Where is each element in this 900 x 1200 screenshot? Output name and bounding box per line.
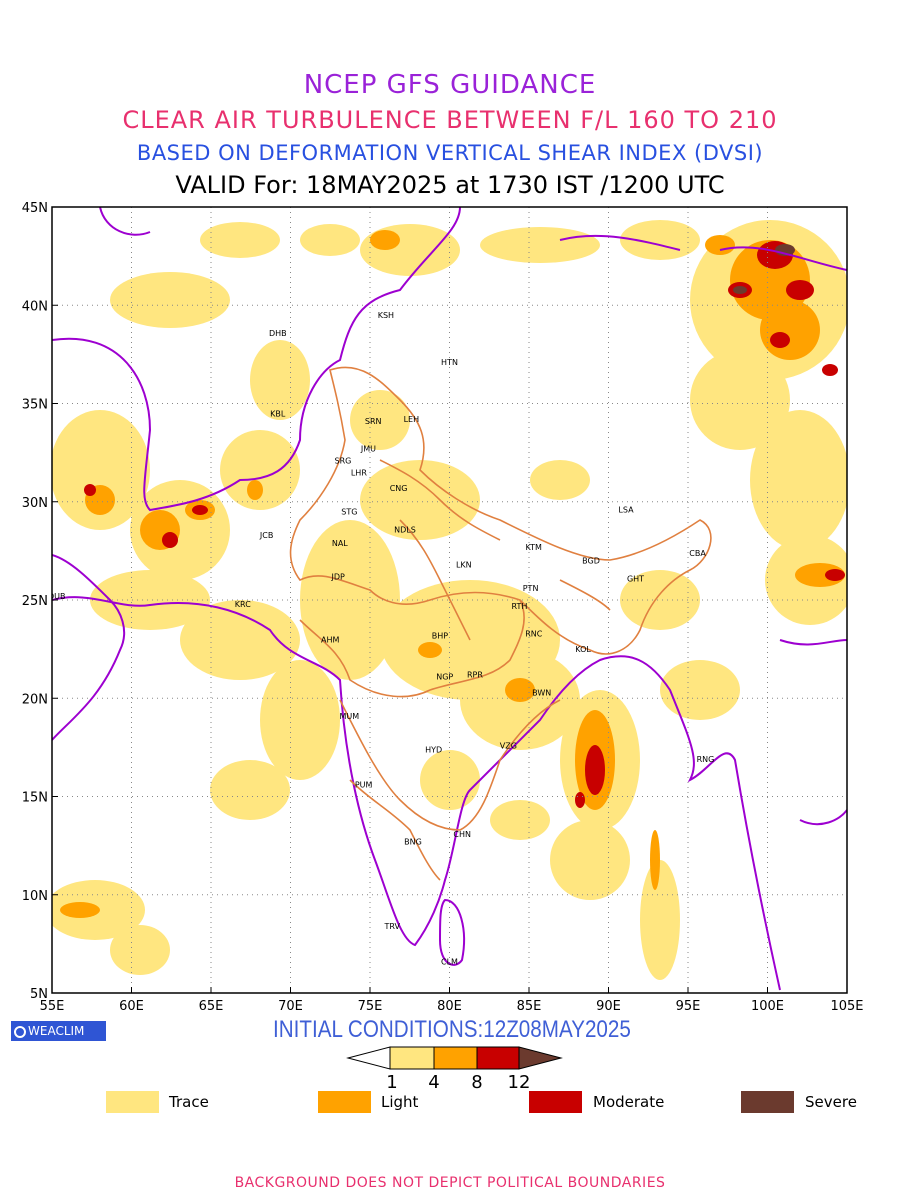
product-subtitle: CLEAR AIR TURBULENCE BETWEEN F/L 160 TO … [122,106,778,134]
station-label-vzg: VZG [500,741,517,750]
lat-tick-label: 5N [30,987,48,1002]
colorbar-tick: 1 [386,1072,397,1093]
station-label-ktm: KTM [526,543,543,552]
station-label-jcb: JCB [259,531,273,540]
station-label-srg: SRG [335,456,352,465]
station-label-bhp: BHP [432,631,449,640]
station-label-dhb: DHB [269,329,287,338]
station-label-kol: KOL [575,645,591,654]
station-label-lkn: LKN [456,561,472,570]
lon-tick-label: 55E [40,999,65,1014]
lat-tick-label: 30N [22,496,48,511]
lon-tick-label: 90E [596,999,621,1014]
station-label-jdp: JDP [331,572,346,581]
colorbar-under-arrow [346,1046,391,1070]
station-label-stg: STG [341,508,357,517]
legend-label-severe: Severe [805,1093,857,1111]
disclaimer-footer: BACKGROUND DOES NOT DEPICT POLITICAL BOU… [234,1175,666,1191]
station-label-srn: SRN [365,417,382,426]
lon-tick-label: 80E [437,999,462,1014]
lon-tick-label: 105E [830,999,863,1014]
station-label-chn: CHN [453,830,471,839]
colorbar-segment-moderate [476,1046,520,1070]
legend-swatch-light [318,1091,371,1113]
lon-tick-label: 60E [119,999,144,1014]
station-label-ndls: NDLS [394,525,416,534]
initial-conditions: INITIAL CONDITIONS:12Z08MAY2025 [273,1016,631,1043]
legend-label-light: Light [381,1093,419,1111]
legend-label-trace: Trace [169,1093,209,1111]
station-label-rng: RNG [697,755,715,764]
valid-time: VALID For: 18MAY2025 at 1730 IST /1200 U… [175,171,725,199]
station-label-kbl: KBL [270,409,286,418]
station-labels: DHB KSH HTN KBL SRN LEH JMU SRG LHR CNG STG NDLS LSA… [48,311,715,967]
station-label-clm: CLM [441,958,458,967]
station-label-bng: BNG [404,838,422,847]
station-label-cba: CBA [689,549,706,558]
lon-tick-label: 70E [278,999,303,1014]
lat-tick-label: 45N [22,201,48,216]
station-label-htn: HTN [441,358,458,367]
legend-swatch-trace [106,1091,159,1113]
coastlines [52,207,847,991]
station-label-ght: GHT [627,574,644,583]
station-label-leh: LEH [404,415,420,424]
station-label-rnc: RNC [525,629,543,638]
station-label-dub: DUB [48,592,66,601]
colorbar-segment-trace [389,1046,435,1070]
station-label-bgd: BGD [582,557,600,566]
lat-lon-grid [52,207,847,993]
lat-tick-label: 15N [22,791,48,806]
station-label-trv: TRV [384,922,401,931]
lat-tick-label: 25N [22,594,48,609]
weaclim-label: WEACLIM [28,1024,85,1038]
map-axes: 55E 60E 65E 70E 75E 80E 85E 90E 95E 100E 105E 45N 40… [22,201,864,1014]
station-label-hyd: HYD [425,745,442,754]
colorbar-segment-severe [518,1046,563,1070]
station-label-nal: NAL [332,539,348,548]
station-label-mum: MUM [339,712,359,721]
lat-tick-label: 35N [22,398,48,413]
lat-tick-label: 40N [22,299,48,314]
station-label-jmu: JMU [360,445,376,454]
lon-tick-label: 85E [517,999,542,1014]
station-label-ptn: PTN [523,584,539,593]
station-label-rth: RTH [512,602,528,611]
station-label-lsa: LSA [618,506,634,515]
chart-title: NCEP GFS GUIDANCE [303,70,597,100]
station-label-ksh: KSH [378,311,394,320]
lon-tick-label: 65E [199,999,224,1014]
weaclim-badge: WEACLIM [11,1021,106,1041]
station-label-bwn: BWN [532,688,551,697]
weaclim-logo-icon [14,1026,26,1038]
colorbar-tick: 12 [508,1072,531,1093]
lon-tick-label: 75E [358,999,383,1014]
station-label-lhr: LHR [351,468,367,477]
station-label-krc: KRC [235,600,251,609]
legend-label-moderate: Moderate [593,1093,665,1111]
colorbar-tick: 8 [471,1072,482,1093]
legend-swatch-moderate [529,1091,582,1113]
legend-swatch-severe [741,1091,794,1113]
colorbar: 1 4 8 12 [346,1046,563,1093]
station-label-cng: CNG [390,484,408,493]
station-label-ngp: NGP [436,673,453,682]
colorbar-segment-light [433,1046,478,1070]
lat-tick-label: 20N [22,692,48,707]
india-state-boundaries [289,366,712,881]
station-label-pum: PUM [355,781,373,790]
lon-tick-label: 95E [676,999,701,1014]
lat-tick-label: 10N [22,889,48,904]
method-subtitle: BASED ON DEFORMATION VERTICAL SHEAR INDE… [136,141,764,165]
station-label-rpr: RPR [467,671,483,680]
station-label-ahm: AHM [321,635,339,644]
moderate-turbulence-areas [84,241,845,808]
lon-tick-label: 100E [751,999,784,1014]
colorbar-tick: 4 [428,1072,439,1093]
